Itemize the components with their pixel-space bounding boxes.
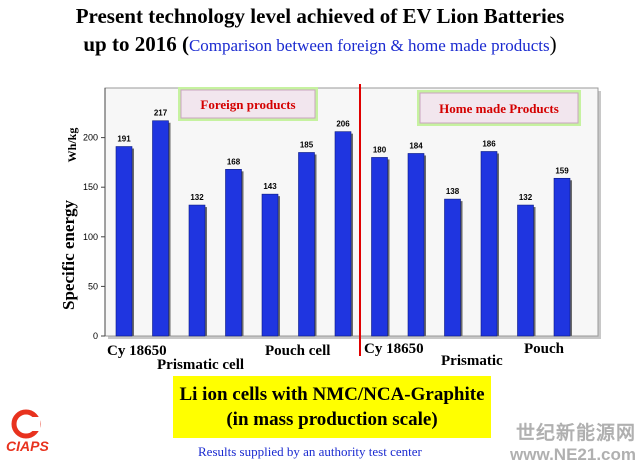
y-tick-label: 150 xyxy=(83,182,98,192)
group-label: Home made Products xyxy=(439,101,559,116)
title-line-2: up to 2016 (Comparison between foreign &… xyxy=(0,32,640,57)
logo-text: CIAPS xyxy=(6,438,49,454)
data-label: 186 xyxy=(482,139,496,148)
callout-line-1: Li ion cells with NMC/NCA-Graphite xyxy=(179,384,485,405)
data-label: 132 xyxy=(190,193,204,202)
watermark-line-2: www.NE21.com xyxy=(510,445,636,464)
data-label: 138 xyxy=(446,187,460,196)
data-label: 132 xyxy=(519,193,533,202)
y-tick-label: 200 xyxy=(83,133,98,143)
x-category-label: Prismatic cell xyxy=(157,357,244,373)
bar xyxy=(261,193,279,337)
x-category-label: Pouch xyxy=(524,341,565,357)
bar xyxy=(334,131,352,337)
group-box xyxy=(419,92,579,124)
bar xyxy=(225,169,242,337)
ciaps-logo: CIAPS xyxy=(6,409,49,454)
callout-box: Li ion cells with NMC/NCA-Graphite (in m… xyxy=(173,376,491,438)
watermark: 世纪新能源网 www.NE21.com xyxy=(486,418,636,465)
data-label: 184 xyxy=(409,141,423,150)
bar xyxy=(152,120,169,337)
bar xyxy=(188,204,206,337)
bar xyxy=(298,152,315,337)
x-category-label: Cy 18650 xyxy=(107,343,167,359)
title-close-paren: ) xyxy=(549,32,557,56)
x-category-label: Cy 18650 xyxy=(364,341,424,357)
x-category-label: Pouch cell xyxy=(265,343,330,359)
bar xyxy=(444,198,461,337)
y-tick-label: 0 xyxy=(93,331,98,341)
data-label: 185 xyxy=(300,140,314,149)
data-label: 143 xyxy=(263,182,277,191)
y-tick-label: 50 xyxy=(88,281,98,291)
data-label: 191 xyxy=(117,135,131,144)
bar xyxy=(115,146,133,337)
callout-line-2: (in mass production scale) xyxy=(226,409,438,430)
bar xyxy=(407,153,425,337)
data-label: 180 xyxy=(373,145,387,154)
data-label: 206 xyxy=(336,120,350,129)
y-tick-label: 100 xyxy=(83,232,98,242)
group-box xyxy=(180,89,316,119)
y-axis-unit: Wh/kg xyxy=(65,128,79,163)
x-category-label: Prismatic xyxy=(441,353,503,369)
bar xyxy=(480,151,498,337)
bar xyxy=(371,157,388,337)
title-line-1: Present technology level achieved of EV … xyxy=(75,4,565,28)
data-label: 168 xyxy=(227,157,241,166)
data-label: 159 xyxy=(555,166,569,175)
bar xyxy=(553,177,571,337)
watermark-line-1: 世纪新能源网 xyxy=(515,423,636,444)
bar xyxy=(517,204,534,337)
source-note: Results supplied by an authority test ce… xyxy=(198,444,422,459)
title-year: up to 2016 ( xyxy=(83,32,189,56)
chart-subtitle: Comparison between foreign & home made p… xyxy=(188,36,550,55)
data-label: 217 xyxy=(154,109,168,118)
group-label: Foreign products xyxy=(200,97,295,112)
y-axis-title: Specific energy xyxy=(59,200,78,310)
